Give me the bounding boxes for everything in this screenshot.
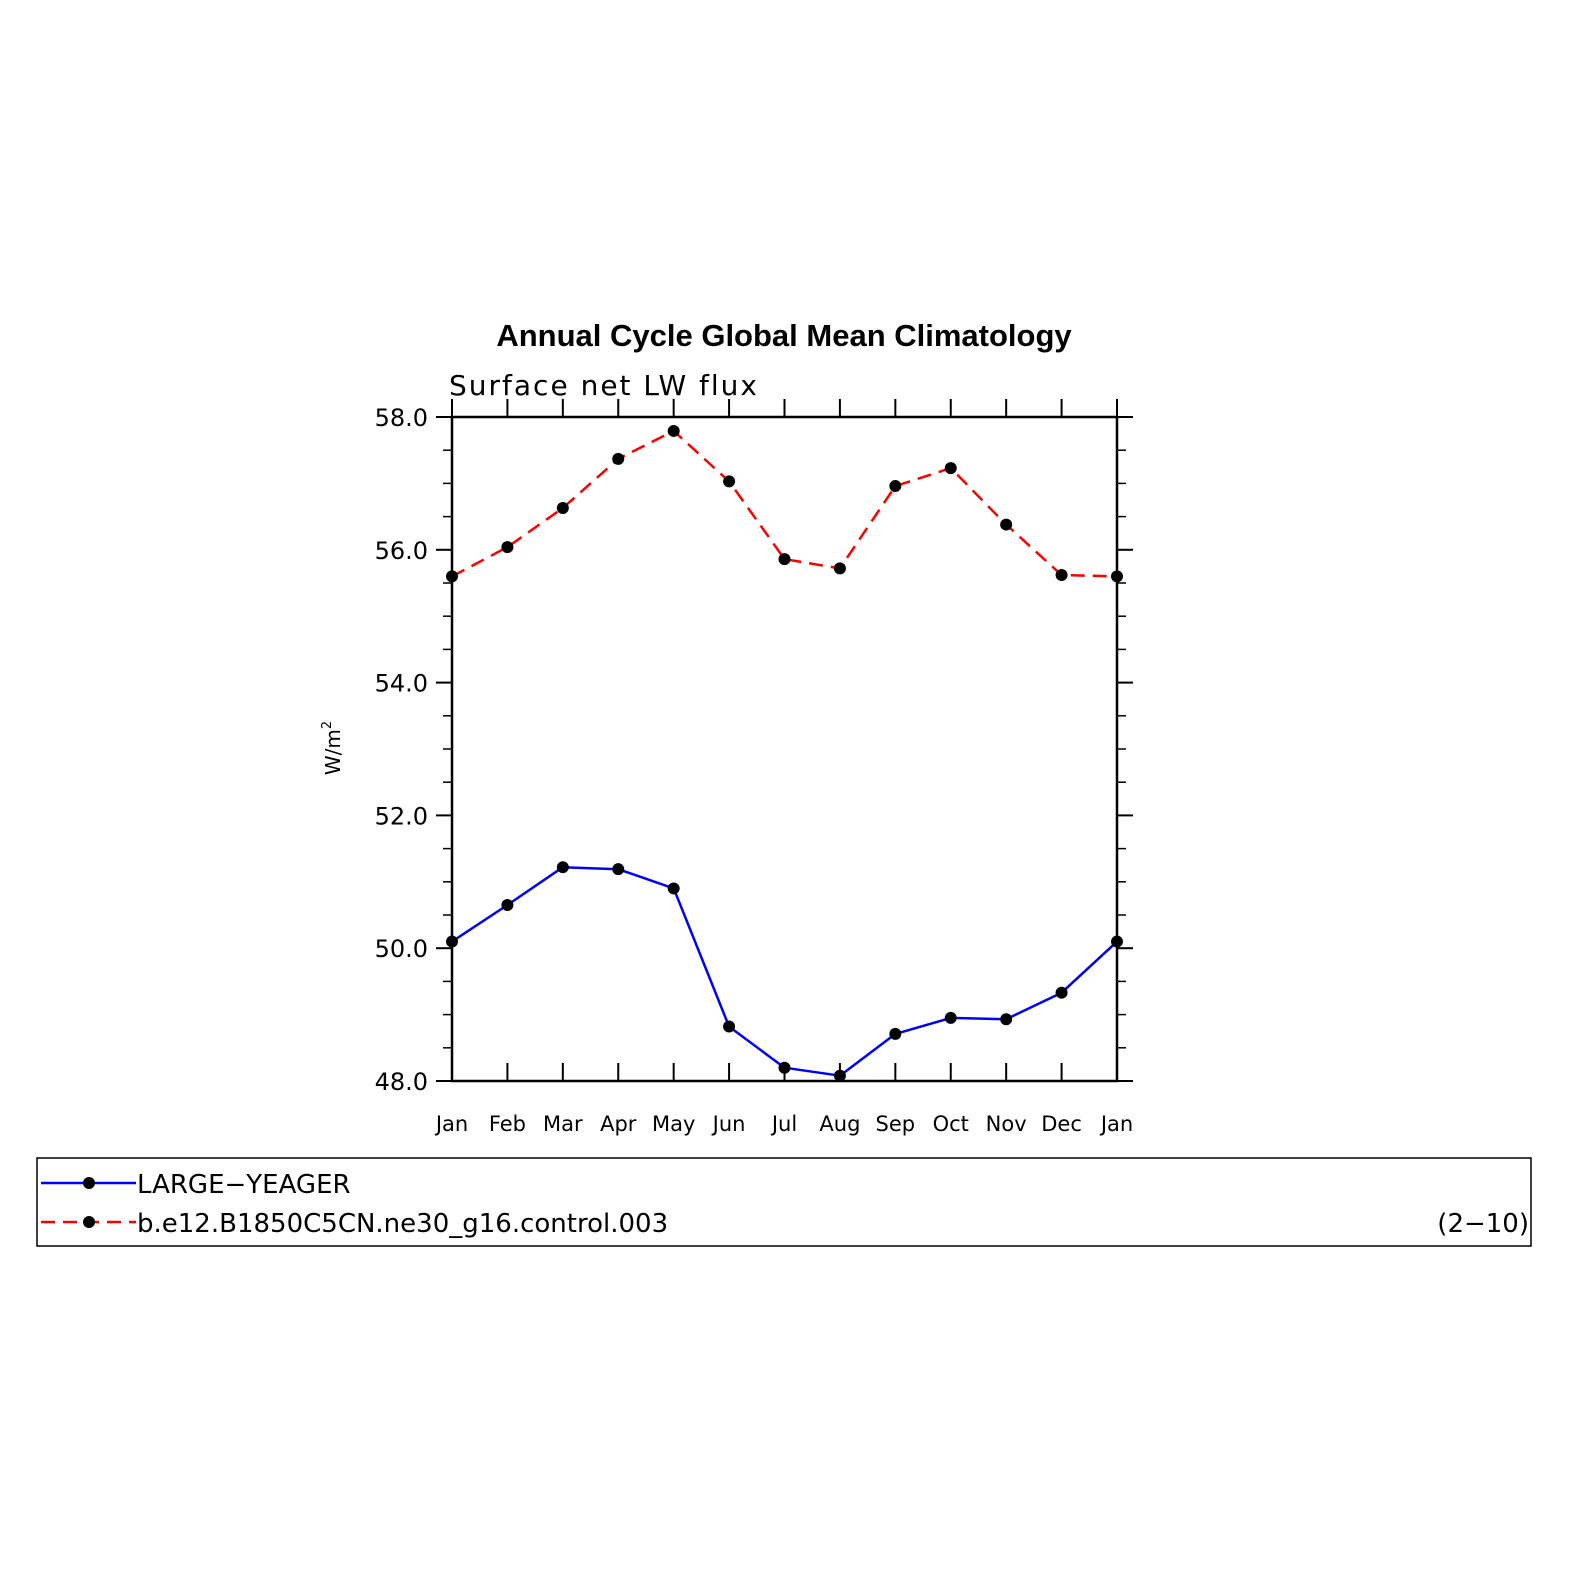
plot-area: 48.0 50.0 52.0 54.0 56.0 58.0 Jan Feb Mar Apr May J… <box>375 399 1133 1136</box>
series-2-point <box>556 501 569 514</box>
series-1-point <box>1111 935 1123 948</box>
series-1-point <box>1000 1013 1013 1026</box>
series-1-point <box>446 935 458 948</box>
x-tick-label: Jan <box>434 1112 468 1136</box>
x-tick-label: Feb <box>489 1112 526 1136</box>
y-tick-label: 54.0 <box>375 670 428 698</box>
x-tick-label: Nov <box>986 1112 1027 1136</box>
x-tick-label: Oct <box>933 1112 969 1136</box>
series-1-point <box>501 899 514 912</box>
x-tick-label: Jul <box>770 1112 797 1136</box>
series-1-point <box>944 1011 957 1024</box>
y-axis-label-superscript: 2 <box>320 721 335 729</box>
y-tick-label: 58.0 <box>375 404 428 432</box>
chart-title: Annual Cycle Global Mean Climatology <box>496 318 1072 353</box>
legend: LARGE−YEAGER b.e12.B1850C5CN.ne30_g16.con… <box>41 1170 1529 1239</box>
series-2-point <box>833 562 846 575</box>
series-2-point <box>501 541 514 554</box>
y-tick-label: 48.0 <box>375 1068 428 1096</box>
series-2-point <box>944 462 957 475</box>
series-2-point <box>667 424 680 437</box>
legend-label-2: b.e12.B1850C5CN.ne30_g16.control.003 <box>137 1209 668 1239</box>
series-1-point <box>667 882 680 895</box>
series-1-point <box>778 1061 791 1074</box>
series-2-point <box>889 480 902 493</box>
chart-subtitle: Surface net LW flux <box>449 369 759 402</box>
x-tick-label: Dec <box>1041 1112 1082 1136</box>
legend-marker-2 <box>83 1216 95 1228</box>
x-tick-label: May <box>652 1112 695 1136</box>
series-2-point <box>1055 569 1068 582</box>
series-1-point <box>833 1069 846 1082</box>
x-tick-label: Apr <box>600 1112 637 1136</box>
series-2-point <box>778 553 791 566</box>
y-axis-label-base: W/m <box>321 729 345 775</box>
series-2-point <box>1000 518 1013 531</box>
series-1-point <box>723 1020 736 1033</box>
series-1-point <box>1055 986 1068 999</box>
series-line-1 <box>451 865 1118 1077</box>
x-tick-label: Aug <box>819 1112 860 1136</box>
x-tick-label: Sep <box>876 1112 916 1136</box>
series-1-point <box>889 1027 902 1040</box>
legend-box <box>36 1157 1532 1247</box>
x-tick-label: Mar <box>543 1112 583 1136</box>
y-axis-label: W/m2 <box>320 721 345 775</box>
legend-note: (2−10) <box>1437 1209 1529 1239</box>
y-tick-label: 56.0 <box>375 537 428 565</box>
legend-label-1: LARGE−YEAGER <box>137 1170 351 1200</box>
y-tick-label: 50.0 <box>375 935 428 963</box>
svg-text:W/m2: W/m2 <box>320 721 345 775</box>
series-2-point <box>612 452 625 465</box>
x-tick-label: Jan <box>1099 1112 1133 1136</box>
series-1-point <box>556 861 569 874</box>
legend-marker-1 <box>83 1177 95 1189</box>
series-2-point <box>1111 570 1123 583</box>
series-2-point <box>723 475 736 488</box>
series-1-point <box>612 863 625 876</box>
series-2-point <box>446 570 458 583</box>
y-tick-label: 52.0 <box>375 802 428 830</box>
x-tick-label: Jun <box>711 1112 746 1136</box>
